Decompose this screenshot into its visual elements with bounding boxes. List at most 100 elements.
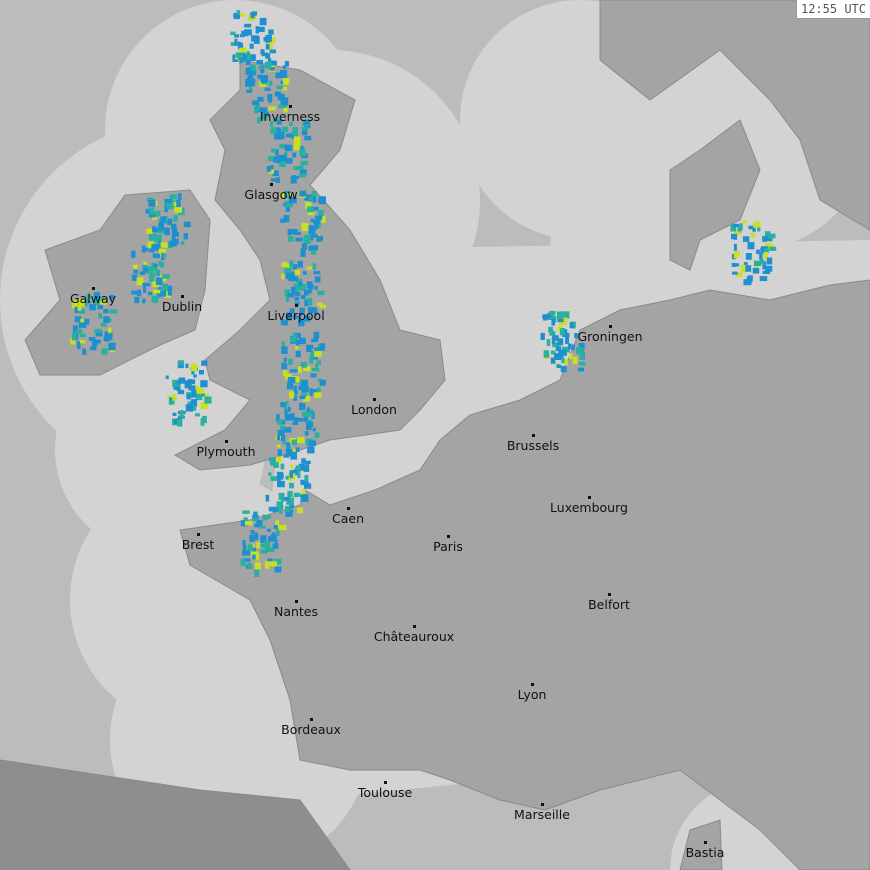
rain-echo <box>304 315 311 322</box>
rain-echo <box>171 228 178 234</box>
rain-echo <box>202 415 207 424</box>
rain-echo <box>256 542 261 549</box>
rain-echo <box>294 296 300 301</box>
rain-echo <box>301 243 308 250</box>
city-label: Lyon <box>517 687 547 702</box>
rain-echo <box>142 264 147 270</box>
rain-echo <box>270 178 278 182</box>
rain-echo <box>560 365 567 373</box>
rain-echo <box>301 386 309 393</box>
rain-echo <box>265 53 271 59</box>
rain-echo <box>257 96 264 102</box>
rain-echo <box>249 43 254 49</box>
rain-echo <box>299 307 305 313</box>
rain-echo <box>284 267 292 274</box>
rain-echo <box>295 350 301 358</box>
rain-echo <box>173 386 178 390</box>
rain-echo <box>280 425 285 432</box>
rain-echo <box>284 60 289 67</box>
rain-echo <box>265 34 272 42</box>
rain-echo <box>557 318 564 323</box>
rain-echo <box>176 199 181 208</box>
rain-echo <box>149 274 154 282</box>
rain-echo <box>300 479 306 485</box>
rain-echo <box>201 393 205 397</box>
rain-echo <box>316 387 321 393</box>
rain-echo <box>267 558 273 563</box>
rain-echo <box>293 390 298 395</box>
rain-echo <box>765 265 773 272</box>
rain-echo <box>299 190 307 197</box>
rain-echo <box>153 289 161 294</box>
rain-echo <box>297 165 304 170</box>
rain-echo <box>252 547 256 555</box>
rain-echo <box>300 248 305 253</box>
rain-echo <box>149 272 155 278</box>
rain-echo <box>293 166 300 170</box>
rain-echo <box>97 304 104 310</box>
rain-echo <box>248 54 256 61</box>
rain-echo <box>76 328 83 334</box>
rain-echo <box>314 432 320 439</box>
rain-echo <box>296 418 304 422</box>
rain-echo <box>78 309 86 314</box>
rain-echo <box>562 332 570 337</box>
rain-echo <box>282 420 286 425</box>
rain-echo <box>237 13 245 17</box>
rain-echo <box>282 87 288 91</box>
rain-echo <box>271 128 278 131</box>
rain-echo <box>103 309 109 314</box>
rain-echo <box>559 321 563 326</box>
rain-echo <box>271 60 276 65</box>
rain-echo <box>762 235 767 242</box>
rain-echo <box>314 286 318 290</box>
rain-echo <box>262 514 268 521</box>
rain-echo <box>304 234 311 243</box>
rain-echo <box>254 103 260 111</box>
rain-echo <box>149 248 155 253</box>
rain-echo <box>547 312 555 320</box>
rain-echo <box>156 289 161 298</box>
rain-echo <box>268 80 273 86</box>
rain-echo <box>731 233 735 240</box>
rain-echo <box>768 246 777 251</box>
rain-echo <box>314 347 322 353</box>
rain-echo <box>280 100 288 106</box>
rain-echo <box>310 373 317 378</box>
rain-echo <box>298 337 306 345</box>
rain-echo <box>313 334 319 342</box>
rain-echo <box>152 253 159 258</box>
rain-echo <box>280 463 285 470</box>
rain-echo <box>89 304 96 311</box>
rain-echo <box>280 70 288 78</box>
rain-echo <box>260 68 265 74</box>
rain-echo <box>759 259 764 265</box>
rain-echo <box>245 520 253 526</box>
rain-echo <box>737 226 742 234</box>
city-dot <box>92 287 95 290</box>
rain-echo <box>752 268 760 274</box>
rain-echo <box>254 532 259 541</box>
rain-echo <box>300 294 306 300</box>
rain-echo <box>167 218 173 225</box>
rain-echo <box>579 361 586 366</box>
rain-echo <box>562 350 567 356</box>
rain-echo <box>255 562 261 570</box>
rain-echo <box>303 120 310 125</box>
rain-echo <box>280 319 288 326</box>
rain-echo <box>308 245 312 251</box>
rain-echo <box>316 360 322 366</box>
rain-echo <box>304 475 309 482</box>
rain-echo <box>276 129 282 136</box>
rain-echo <box>285 272 290 279</box>
rain-echo <box>72 300 78 309</box>
rain-echo <box>287 193 291 197</box>
city-dot <box>310 718 313 721</box>
rain-echo <box>159 262 165 268</box>
rain-echo <box>70 337 76 345</box>
rain-echo <box>268 106 276 111</box>
rain-echo <box>540 332 545 340</box>
rain-echo <box>149 207 155 215</box>
rain-echo <box>148 200 156 207</box>
